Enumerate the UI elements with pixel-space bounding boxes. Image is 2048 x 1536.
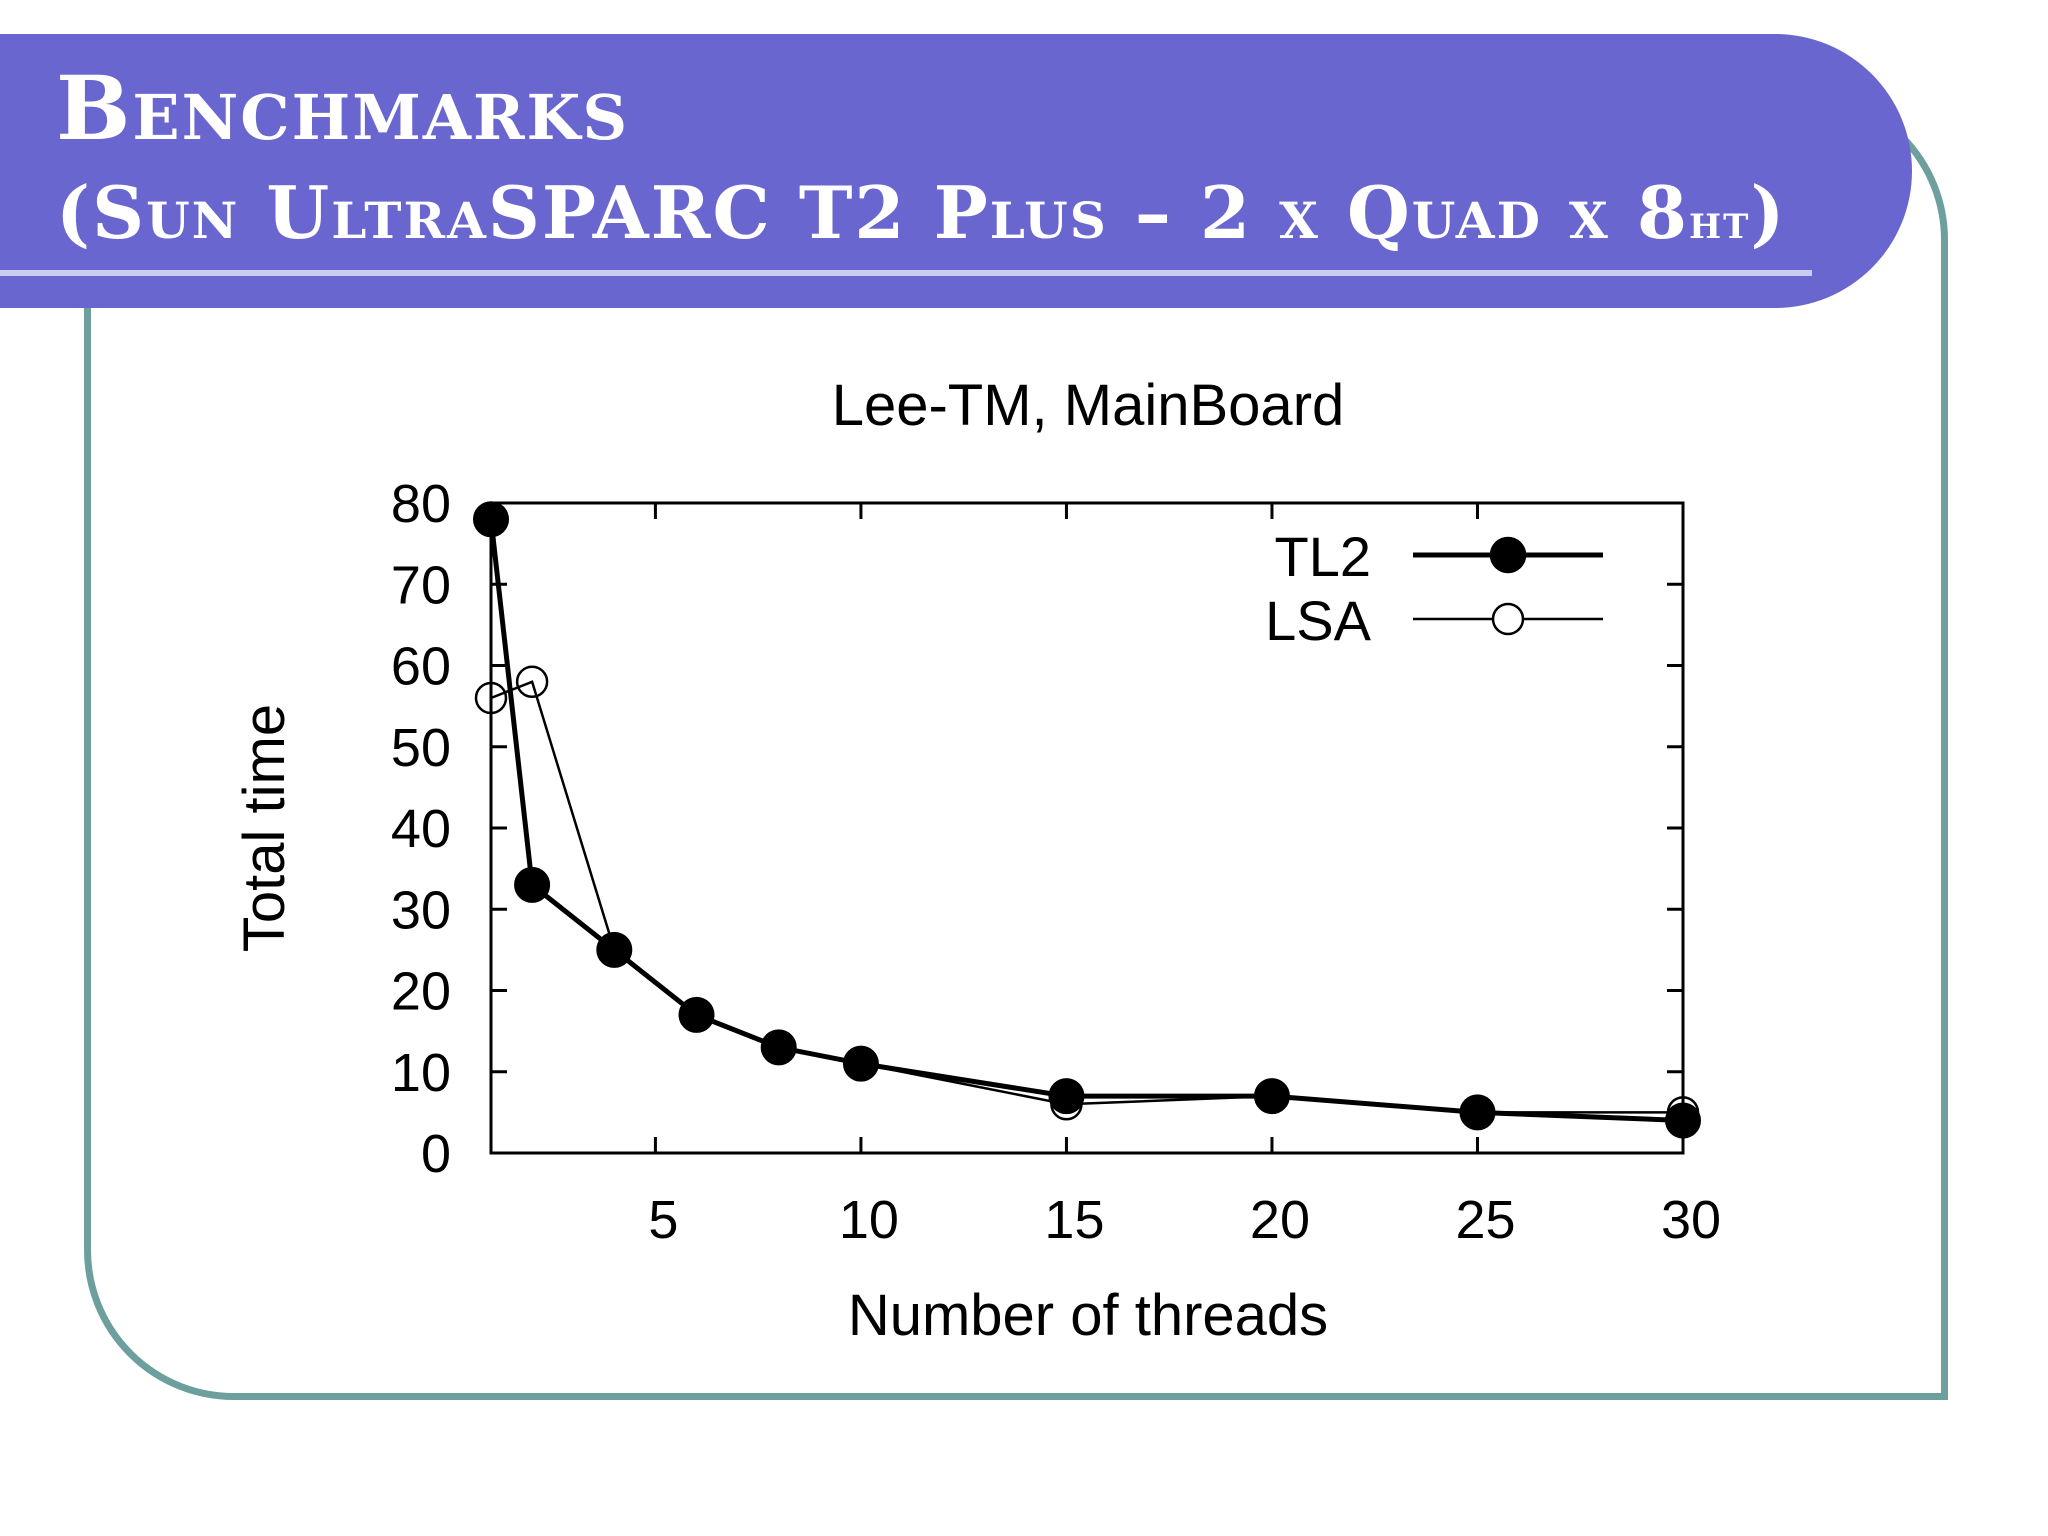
y-tick-label: 80: [391, 474, 451, 534]
y-tick-label: 0: [421, 1124, 451, 1184]
y-tick-label: 70: [391, 555, 451, 615]
slide-subtitle: (Sun UltraSPARC T2 Plus – 2 x Quad x 8ht…: [56, 170, 1786, 255]
data-point-tl2: [596, 931, 633, 968]
series-line-lsa: [490, 680, 1683, 1114]
y-tick-label: 50: [391, 718, 451, 778]
series-tl2: [473, 501, 1701, 1139]
series-line-tl2: [488, 519, 1684, 1123]
data-point-tl2: [1048, 1078, 1085, 1115]
data-point-lsa: [515, 665, 549, 698]
slide-subtitle-ht: ht: [1688, 194, 1751, 250]
legend-marker-lsa: [1491, 602, 1525, 636]
slide-subtitle-end: ): [1750, 170, 1787, 255]
series-lsa: [474, 665, 1700, 1129]
axes: 0 10 20 30 40 50 60 70 80 5 10 15 20 25 30: [391, 474, 1721, 1250]
slide-title: Benchmarks: [56, 56, 630, 160]
x-tick-label: 20: [1250, 1190, 1310, 1250]
data-point-tl2: [842, 1045, 879, 1082]
legend-marker-tl2: [1489, 536, 1527, 574]
x-tick-label: 5: [648, 1190, 678, 1250]
y-axis-label: Total time: [232, 704, 297, 952]
y-tick-label: 40: [391, 799, 451, 859]
legend-label-lsa: LSA: [1265, 589, 1371, 652]
x-tick-label: 15: [1044, 1190, 1104, 1250]
data-point-tl2: [1665, 1102, 1701, 1139]
y-tick-label: 20: [391, 962, 451, 1022]
data-point-tl2: [473, 501, 509, 538]
data-point-tl2: [678, 996, 715, 1033]
data-point-lsa: [474, 681, 508, 715]
x-tick-label: 10: [839, 1190, 899, 1250]
y-tick-label: 10: [391, 1043, 451, 1103]
data-point-tl2: [514, 866, 551, 903]
title-bar: [0, 34, 1912, 308]
data-point-tl2: [760, 1029, 797, 1066]
chart-title: Lee-TM, MainBoard: [832, 373, 1345, 438]
title-underline: [0, 270, 1812, 276]
data-point-tl2: [1459, 1094, 1496, 1131]
plot-frame: [489, 501, 1685, 1155]
x-tick-label: 25: [1455, 1190, 1515, 1250]
content-frame: [84, 90, 1948, 1400]
series-layer: [473, 501, 1701, 1139]
x-axis-label: Number of threads: [848, 1283, 1328, 1348]
x-tick-label: 30: [1661, 1190, 1721, 1250]
slide-subtitle-main: (Sun UltraSPARC T2 Plus – 2 x Quad x 8: [56, 170, 1689, 255]
y-tick-label: 60: [391, 637, 451, 697]
data-point-tl2: [1253, 1078, 1290, 1115]
y-tick-label: 30: [391, 880, 451, 940]
legend-label-tl2: TL2: [1275, 525, 1372, 588]
